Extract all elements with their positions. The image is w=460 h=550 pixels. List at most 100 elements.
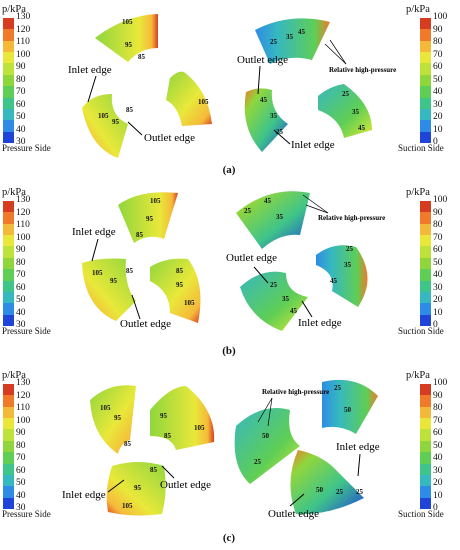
colorbar-tick-label: 70 [16,87,26,97]
colorbar-segment [420,108,431,121]
suction-blade-top [322,379,378,434]
contour-value-label: 95 [146,215,154,223]
panel-a: p/kPa 130 120 110 100 90 80 70 60 50 40 30 Pressur… [0,0,460,183]
colorbar-tick-label: 0 [433,137,438,147]
colorbar-segment [3,314,14,327]
colorbar-segment [3,246,14,259]
suction-colorbar [420,384,431,510]
colorbar-tick-label: 70 [16,453,26,463]
suction-blade-left [244,88,288,152]
relative-high-pressure-label: Relative high-pressure [318,214,385,222]
colorbar-tick-label: 110 [16,403,30,413]
pressure-blade-bottom [106,462,166,516]
colorbar-segment [420,257,431,270]
colorbar-tick-label: 60 [16,99,26,110]
contour-value-label: 85 [164,432,172,440]
contour-value-label: 105 [150,197,161,205]
colorbar-segment [420,120,431,133]
colorbar-tick-label: 40 [16,124,26,135]
colorbar-tick-label: 0 [433,320,438,330]
colorbar-tick-label: 100 [433,12,448,22]
contour-value-label: 45 [298,28,306,36]
outlet-edge-label-pressure: Outlet edge [160,479,211,491]
suction-unit-label: p/kPa [406,370,430,381]
colorbar-segment [420,314,431,327]
colorbar-segment [420,303,431,316]
contour-value-label: 95 [134,484,142,492]
colorbar-tick-label: 90 [433,24,443,35]
colorbar-tick-label: 100 [433,195,448,205]
contour-value-label: 105 [98,112,109,120]
contour-value-label: 25 [276,128,284,136]
colorbar-tick-label: 30 [433,282,443,293]
outlet-edge-label-suction: Outlet edge [237,54,288,66]
colorbar-segment [420,223,431,236]
colorbar-tick-label: 70 [433,232,443,243]
contour-value-label: 85 [150,466,158,474]
colorbar-tick-label: 20 [433,478,443,488]
suction-unit-label: p/kPa [406,4,430,15]
contour-value-label: 85 [136,231,144,239]
colorbar-tick-label: 50 [16,295,26,305]
colorbar-tick-label: 100 [433,378,448,388]
colorbar-tick-label: 50 [433,440,443,451]
colorbar-tick-label: 50 [433,257,443,268]
pressure-colorbar [3,18,14,144]
suction-unit-label: p/kPa [406,187,430,198]
contour-value-label: 50 [316,486,324,494]
colorbar-segment [3,52,14,64]
colorbar-tick-label: 70 [433,49,443,60]
pressure-blade-left [90,385,136,454]
colorbar-tick-label: 30 [433,465,443,476]
colorbar-tick-label: 110 [16,220,30,230]
colorbar-segment [3,131,14,144]
colorbar-segment [420,269,431,282]
colorbar-tick-label: 90 [16,428,26,438]
pressure-blade-left [82,258,136,321]
colorbar-segment [420,291,431,304]
colorbar-segment [420,86,431,99]
colorbar-segment [420,395,431,408]
contour-value-label: 105 [194,424,205,432]
contour-value-label: 45 [260,96,268,104]
contour-value-label: 35 [270,112,278,120]
colorbar-segment [420,440,431,453]
colorbar-segment [420,418,431,430]
pressure-blade-right [166,71,212,126]
colorbar-tick-label: 80 [433,403,443,413]
colorbar-segment [420,452,431,465]
colorbar-segment [420,235,431,247]
contour-value-label: 25 [244,207,252,215]
pressure-colorbar [3,384,14,510]
pressure-blade-left [82,94,128,158]
pressure-unit-label: p/kPa [2,4,26,15]
colorbar-tick-label: 40 [433,453,443,463]
contour-value-label: 105 [92,269,103,277]
contour-value-label: 35 [344,261,352,269]
colorbar-segment [3,235,14,247]
colorbar-tick-label: 70 [433,415,443,426]
colorbar-segment [3,440,14,453]
contour-value-label: 50 [262,432,270,440]
suction-side-label: Suction Side [398,143,444,153]
colorbar-tick-label: 90 [16,245,26,255]
contour-value-label: 85 [124,440,132,448]
contour-value-label: 105 [100,404,111,412]
colorbar-segment [420,18,431,30]
pressure-side-label: Pressure Side [2,143,51,153]
colorbar-tick-label: 20 [433,295,443,305]
pressure-side-label: Pressure Side [2,326,51,336]
colorbar-tick-label: 80 [433,220,443,230]
colorbar-segment [3,406,14,419]
contour-value-label: 25 [334,384,342,392]
contour-value-label: 50 [344,406,352,414]
colorbar-tick-label: 10 [433,490,443,501]
inlet-edge-label-pressure: Inlet edge [68,64,112,76]
colorbar-segment [420,40,431,53]
colorbar-tick-label: 60 [16,465,26,476]
colorbar-tick-label: 50 [16,112,26,122]
colorbar-segment [420,201,431,213]
contour-value-label: 85 [126,267,134,275]
colorbar-tick-label: 30 [16,137,26,147]
colorbar-tick-label: 80 [433,37,443,47]
